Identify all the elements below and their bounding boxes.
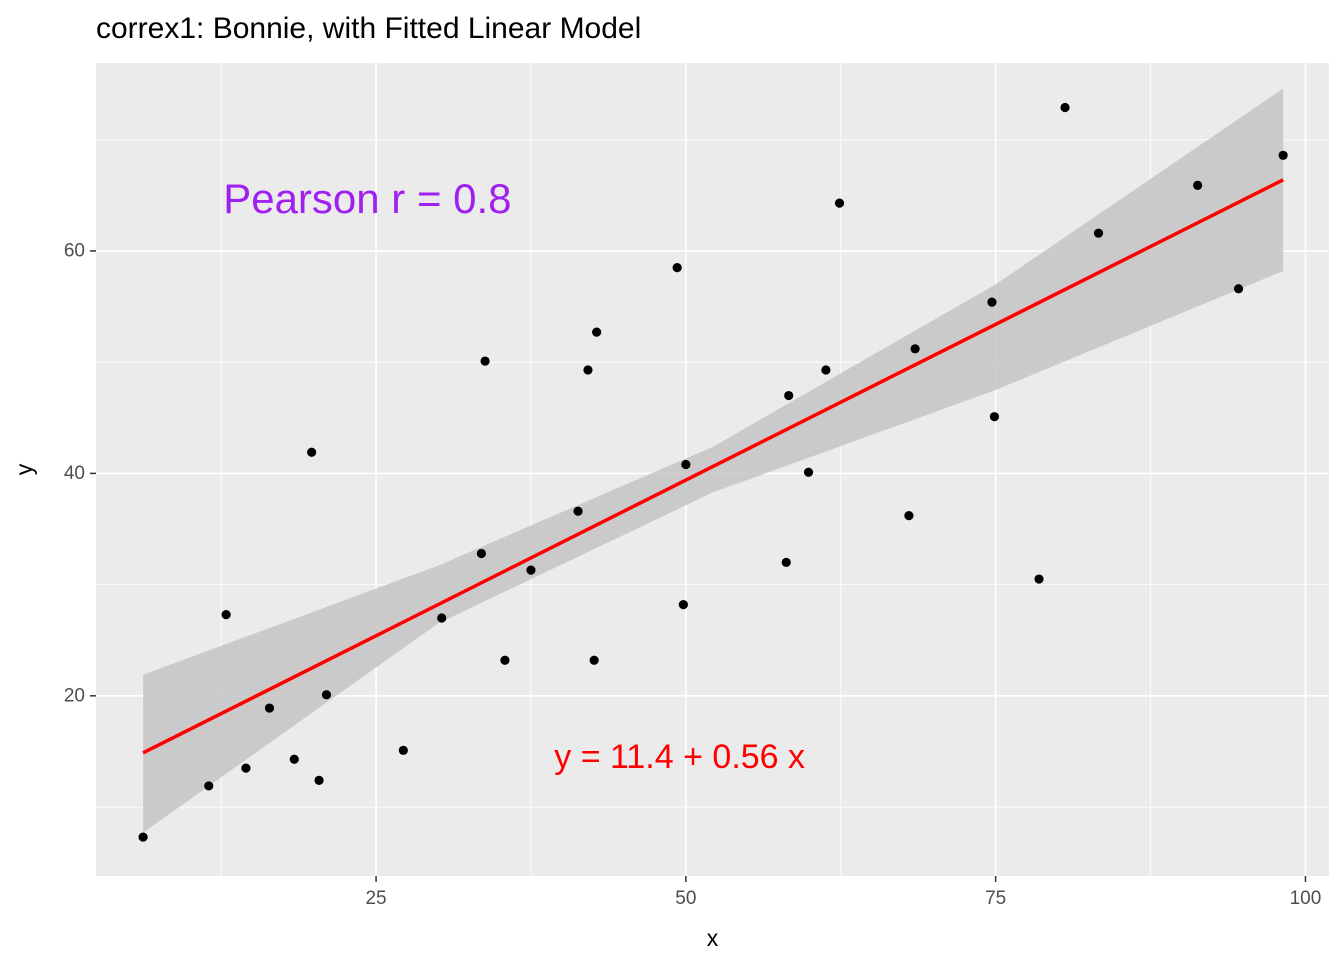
- data-point: [526, 565, 536, 575]
- data-point: [672, 263, 682, 273]
- data-point: [784, 390, 794, 401]
- data-point: [321, 690, 332, 700]
- fit-line-layer: [142, 178, 1284, 755]
- data-point: [803, 467, 814, 477]
- data-point: [834, 198, 845, 208]
- confidence-band: [143, 88, 1284, 833]
- data-point: [1233, 284, 1244, 294]
- data-point: [500, 655, 510, 665]
- data-point: [1060, 102, 1070, 113]
- data-point: [904, 511, 914, 521]
- data-point: [910, 344, 920, 354]
- data-point: [583, 365, 593, 375]
- data-point: [989, 412, 1000, 422]
- x-tick-label: 50: [675, 888, 696, 909]
- data-point: [398, 745, 408, 755]
- data-point: [821, 365, 831, 375]
- data-point: [221, 610, 231, 620]
- data-point: [307, 447, 317, 457]
- data-point: [1278, 150, 1288, 160]
- y-tick-label: 60: [64, 240, 85, 261]
- equation-annotation: y = 11.4 + 0.56 x: [554, 738, 805, 776]
- ci-band: [143, 88, 1284, 833]
- data-points: [138, 102, 1288, 842]
- chart-title: correx1: Bonnie, with Fitted Linear Mode…: [96, 12, 642, 45]
- fit-line: [142, 178, 1284, 755]
- x-axis-title: x: [707, 925, 719, 951]
- axes: 25 50 75 100 20 40 60 x y: [11, 240, 1321, 951]
- data-point: [138, 832, 148, 842]
- data-point: [987, 297, 997, 307]
- data-point: [264, 703, 275, 713]
- data-point: [781, 557, 791, 567]
- x-tick-label: 75: [985, 888, 1006, 909]
- data-point: [476, 548, 486, 559]
- data-point: [1093, 228, 1104, 238]
- data-point: [437, 613, 447, 623]
- data-point: [681, 459, 691, 470]
- y-axis-title: y: [11, 463, 37, 475]
- y-tick-label: 40: [64, 463, 85, 484]
- data-point: [289, 754, 299, 764]
- annotations: Pearson r = 0.8 y = 11.4 + 0.56 x: [223, 175, 805, 776]
- data-point: [573, 506, 583, 516]
- data-point: [1193, 180, 1203, 190]
- data-point: [241, 763, 251, 773]
- y-tick-label: 20: [64, 685, 85, 706]
- data-point: [589, 655, 599, 665]
- x-tick-label: 100: [1290, 888, 1322, 909]
- data-point: [678, 600, 688, 610]
- x-tick-label: 25: [365, 888, 386, 909]
- data-point: [480, 356, 490, 366]
- data-point: [314, 775, 324, 785]
- data-point: [592, 327, 602, 337]
- pearson-annotation: Pearson r = 0.8: [223, 175, 511, 222]
- data-point: [1034, 574, 1044, 584]
- data-point: [204, 781, 214, 791]
